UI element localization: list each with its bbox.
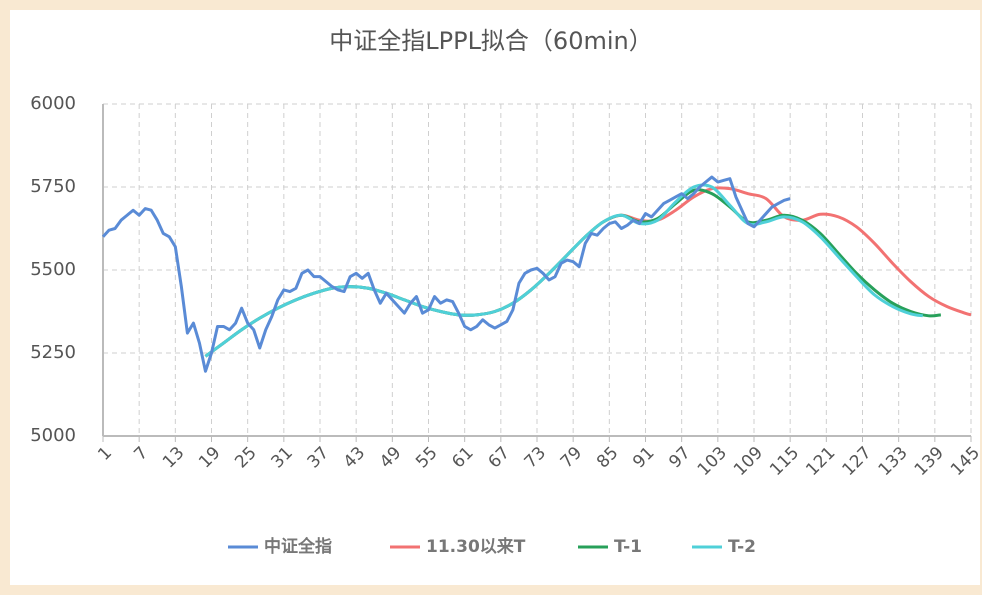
series-line [204,183,924,358]
legend-label: T-1 [614,537,642,557]
legend-label: 11.30以来T [426,536,526,557]
y-tick-label: 5750 [30,176,76,197]
series-line [101,175,791,373]
legend-label: T-2 [728,537,756,557]
chart-panel [10,10,980,585]
y-tick-label: 5000 [30,425,76,446]
y-tick-label: 6000 [30,93,76,114]
y-tick-label: 5500 [30,259,76,280]
y-tick-label: 5250 [30,342,76,363]
legend-label: 中证全指 [264,536,332,557]
chart-title: 中证全指LPPL拟合（60min） [329,27,652,55]
